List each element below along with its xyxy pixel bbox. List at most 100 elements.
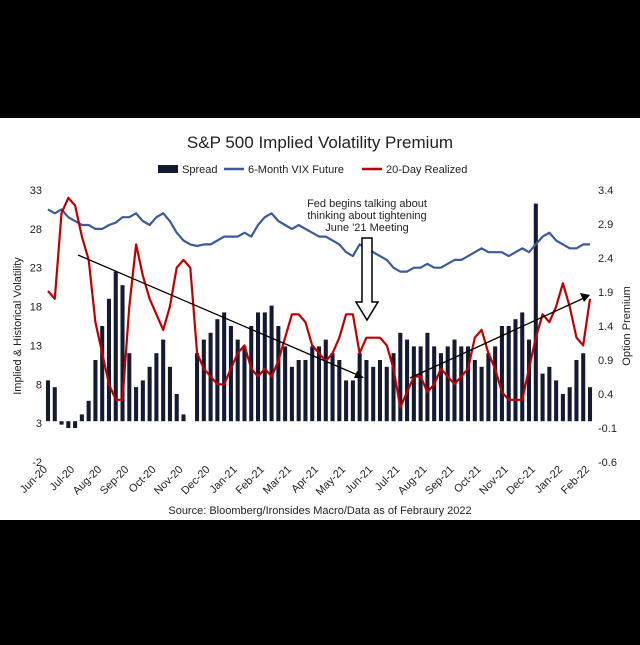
bar — [113, 271, 118, 422]
bar — [567, 387, 572, 422]
bar — [486, 353, 491, 422]
bar — [554, 380, 559, 422]
y2-tick-label: 1.9 — [598, 287, 613, 299]
y2-tick-label: 2.4 — [598, 253, 613, 265]
bar — [283, 346, 288, 422]
bar — [330, 353, 335, 422]
bar — [222, 312, 227, 422]
bar — [425, 332, 430, 422]
line — [47, 208, 590, 273]
y2-tick-label: 0.9 — [598, 355, 613, 367]
bar — [45, 380, 51, 422]
bar — [316, 346, 322, 422]
bar — [52, 387, 57, 422]
y2-axis-label: Option Premium — [621, 286, 633, 365]
bar — [513, 319, 518, 422]
bar — [93, 360, 98, 422]
bar — [411, 346, 416, 422]
bar — [86, 400, 91, 422]
bar — [384, 366, 389, 422]
legend-label: Spread — [182, 164, 217, 176]
annotation: June '21 Meeting — [325, 222, 408, 234]
line — [47, 196, 592, 409]
y-tick-label: 28 — [30, 224, 42, 236]
bar — [323, 339, 328, 422]
bar — [181, 414, 186, 422]
bar — [337, 360, 342, 422]
annotation-arrow — [354, 237, 380, 322]
bar — [249, 326, 254, 422]
bar — [167, 366, 172, 422]
bar — [560, 394, 565, 422]
trend-arrow — [77, 254, 361, 377]
bar — [140, 380, 145, 422]
y2-tick-label: 3.4 — [598, 185, 613, 197]
bar — [405, 339, 410, 422]
bar — [66, 421, 71, 428]
bar — [174, 394, 179, 422]
bar — [459, 346, 464, 422]
bar — [398, 332, 403, 422]
bar — [228, 326, 233, 422]
bar — [289, 366, 294, 422]
annotation: Fed begins talking about — [307, 198, 427, 210]
bar — [499, 326, 504, 422]
y2-tick-label: 1.4 — [598, 321, 613, 333]
legend-swatch — [158, 165, 178, 173]
bar — [79, 414, 84, 422]
y2-tick-label: 0.4 — [598, 389, 613, 401]
bar — [161, 339, 166, 422]
bar — [100, 326, 105, 422]
bar — [547, 366, 552, 422]
annotation: thinking about tightening — [307, 210, 426, 222]
bar — [154, 353, 159, 422]
bar — [357, 353, 362, 422]
bar — [581, 353, 586, 422]
bar — [520, 312, 525, 422]
bar — [73, 421, 78, 428]
bar — [310, 346, 315, 422]
bar — [364, 360, 369, 422]
bar — [255, 312, 261, 422]
legend-label: 6-Month VIX Future — [248, 164, 344, 176]
bar — [377, 360, 383, 422]
bar — [533, 203, 538, 422]
bar — [466, 346, 471, 422]
bar — [201, 339, 206, 422]
bar — [438, 353, 443, 422]
bar — [106, 298, 112, 422]
arrow-head — [580, 293, 590, 302]
chart-title: S&P 500 Implied Volatility Premium — [187, 133, 453, 152]
bar — [493, 346, 498, 422]
bar — [371, 366, 376, 422]
y-tick-label: -2 — [32, 457, 42, 469]
bar — [127, 353, 132, 422]
y-tick-label: 13 — [30, 340, 42, 352]
y-tick-label: 33 — [30, 185, 42, 197]
y-tick-label: 8 — [36, 379, 42, 391]
bar — [59, 421, 64, 425]
bar — [147, 366, 152, 422]
bar — [526, 339, 532, 422]
bar — [391, 353, 396, 422]
bar — [134, 387, 139, 422]
y-tick-label: 23 — [30, 263, 42, 275]
bar — [445, 346, 450, 422]
arrow-head — [354, 371, 364, 378]
chart-background — [0, 118, 640, 520]
bar — [195, 353, 200, 422]
y2-tick-label: 2.9 — [598, 219, 613, 231]
bar — [587, 387, 593, 422]
y-axis-label: Implied & Historical Volatility — [12, 257, 24, 395]
bar — [540, 373, 545, 422]
bar — [350, 380, 355, 422]
bar — [242, 346, 247, 422]
bar — [235, 339, 240, 422]
bar — [262, 312, 267, 422]
bar — [296, 360, 301, 422]
bar — [215, 319, 220, 422]
bar — [574, 360, 579, 422]
bar — [276, 326, 281, 422]
